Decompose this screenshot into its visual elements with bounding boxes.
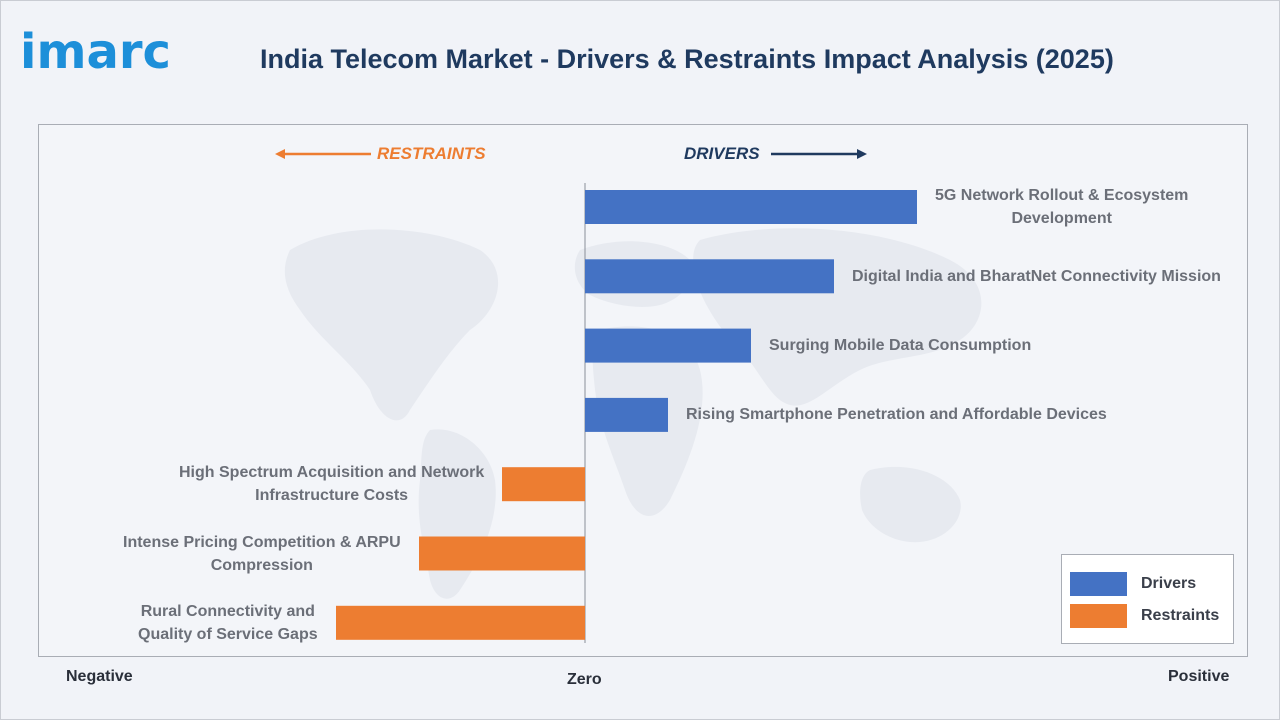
legend-item-restraints: Restraints: [1070, 604, 1219, 628]
bar-label-5: Intense Pricing Competition & ARPU Compre…: [123, 531, 401, 577]
bar-label-2: Surging Mobile Data Consumption: [769, 334, 1031, 357]
drivers-heading: DRIVERS: [684, 144, 760, 163]
bar-label-line: Rising Smartphone Penetration and Afford…: [686, 406, 1107, 424]
bar-label-line: Development: [1011, 210, 1112, 227]
bar-label-line: Surging Mobile Data Consumption: [769, 337, 1032, 355]
drivers-arrow-icon: [771, 149, 867, 159]
bar-label-line: Rural Connectivity and: [140, 602, 315, 620]
legend-label-drivers: Drivers: [1141, 575, 1197, 592]
restraints-heading: RESTRAINTS: [377, 144, 486, 163]
bar-label-3: Rising Smartphone Penetration and Afford…: [686, 403, 1107, 426]
bar-label-4: High Spectrum Acquisition and Network Inf…: [179, 461, 484, 507]
bar-label-0: 5G Network Rollout & Ecosystem Developmen…: [935, 184, 1188, 230]
axis-zero-label: Zero: [567, 671, 602, 688]
bar-label-1: Digital India and BharatNet Connectivity…: [852, 265, 1221, 288]
legend-label-restraints: Restraints: [1141, 607, 1220, 624]
bar-label-line: Intense Pricing Competition & ARPU: [123, 533, 401, 551]
imarc-logo: imarc: [20, 24, 171, 80]
legend-swatch-drivers: [1070, 572, 1127, 596]
restraints-arrow-icon: [275, 149, 371, 159]
chart-title: India Telecom Market - Drivers & Restrai…: [260, 44, 1114, 74]
legend-item-drivers: Drivers: [1070, 572, 1196, 596]
axis-positive-label: Positive: [1168, 668, 1230, 685]
bar-label-line: Compression: [210, 556, 313, 574]
bar-label-line: High Spectrum Acquisition and Network: [179, 464, 485, 482]
bar-label-line: 5G Network Rollout & Ecosystem: [935, 187, 1189, 204]
bar-label-6: Rural Connectivity and Quality of Service…: [138, 600, 318, 646]
bar-label-line: Digital India and BharatNet Connectivity…: [852, 267, 1221, 285]
legend: Drivers Restraints: [1061, 554, 1234, 644]
bar-label-line: Quality of Service Gaps: [138, 625, 318, 643]
legend-swatch-restraints: [1070, 604, 1127, 628]
bar-label-line: Infrastructure Costs: [255, 487, 409, 505]
axis-negative-label: Negative: [66, 668, 133, 685]
